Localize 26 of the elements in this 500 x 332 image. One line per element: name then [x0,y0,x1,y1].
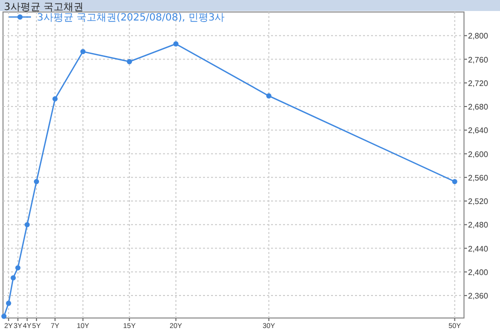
point [52,96,58,102]
y-tick-label: 2,520 [468,197,489,206]
y-tick-label: 2,760 [468,55,489,64]
y-tick-label: 2,680 [468,102,489,112]
point [266,93,272,98]
chart-title: 3사평균 국고채권 [4,2,84,13]
y-tick-label: 2,600 [468,150,489,159]
y-tick-label: 2,800 [468,32,489,41]
y-tick-label: 2,720 [468,78,489,88]
point [173,41,178,46]
point [452,178,458,184]
point [126,59,132,64]
y-tick-label: 2,640 [468,126,489,136]
point [24,222,30,228]
point [10,275,16,280]
y-tick-label: 2,480 [468,220,489,230]
point [15,265,20,270]
point [80,48,86,54]
point [6,300,12,306]
y-tick-label: 2,400 [468,268,489,277]
y-tick-label: 2,360 [468,292,489,301]
legend-label: 3사평균 국고채권(2025/08/08), 민평3사 [37,12,225,24]
point [34,178,40,184]
y-tick-label: 2,440 [468,244,489,254]
y-tick-label: 2,560 [468,173,489,182]
point [1,314,7,319]
